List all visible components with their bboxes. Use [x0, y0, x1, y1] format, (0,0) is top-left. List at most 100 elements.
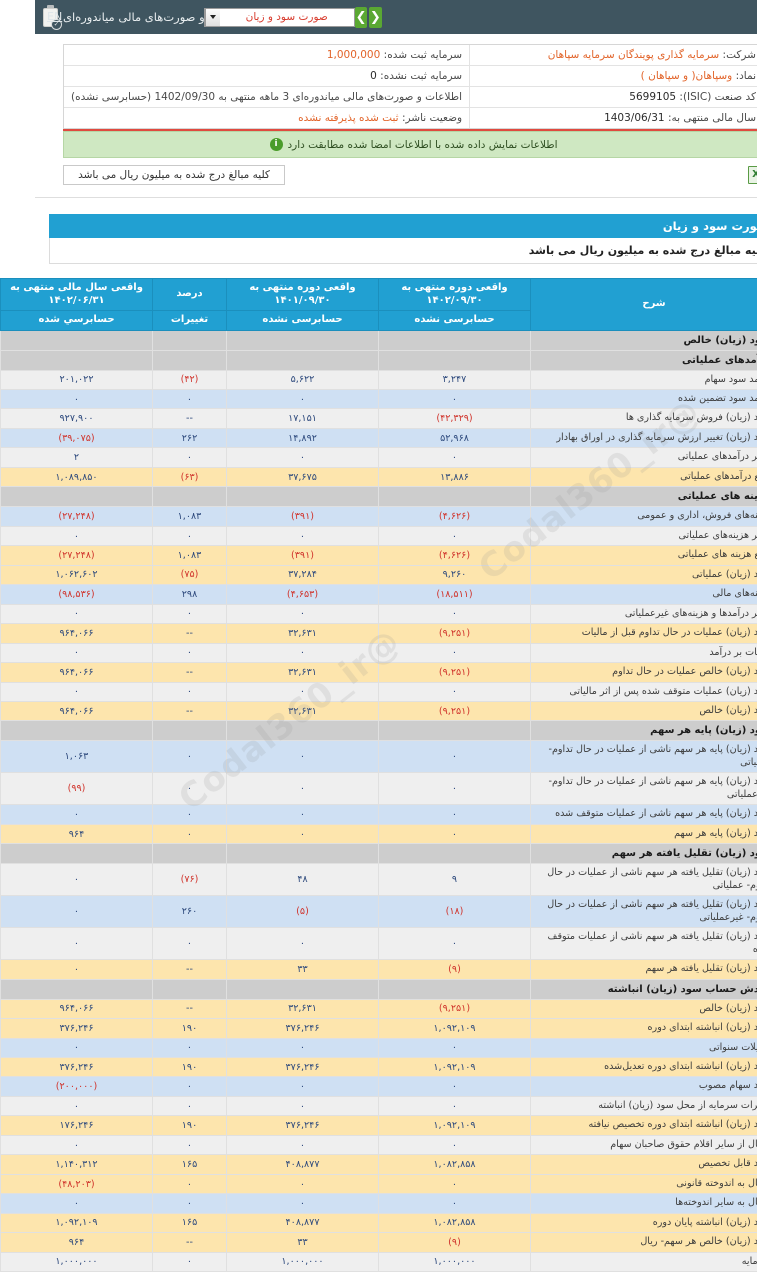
row-value-c: ۰	[118, 1252, 192, 1271]
row-value-b	[192, 721, 344, 741]
row-label: جمع درآمدهای عملیاتی	[496, 467, 743, 486]
row-value-b: ۳۲,۶۳۱	[192, 702, 344, 721]
table-row: سود (زیان) فروش سرمایه گذاری ها (۴۲,۳۲۹) ۱…	[0, 409, 743, 428]
row-value-a: ۰	[344, 773, 496, 805]
row-value-c: ۱۹۰	[118, 1116, 192, 1135]
row-value-c: ۱,۰۸۳	[118, 507, 192, 526]
row-value-b: ۰	[192, 1038, 344, 1057]
row-value-d: ۹۶۴,۰۶۶	[0, 702, 118, 721]
table-row: سود (زیان) تقلیل یافته هر سهم ناشی از عم…	[0, 896, 743, 928]
info-cell-company: شرکت: سرمایه گذاری پویندگان سرمایه سپاها…	[435, 45, 728, 66]
row-value-b: ۰	[192, 1077, 344, 1096]
info-cell-issuer-status: وضعیت ناشر: ثبت شده پذیرفته نشده	[29, 108, 435, 129]
row-value-b: ۰	[192, 604, 344, 623]
row-value-c	[118, 330, 192, 350]
row-value-c: (۷۶)	[118, 864, 192, 896]
row-label: سود (زیان) خالص هر سهم- ریال	[496, 1233, 743, 1252]
row-value-c: --	[118, 960, 192, 979]
row-value-a: ۰	[344, 1194, 496, 1213]
row-value-c: ۲۶۲	[118, 428, 192, 447]
row-label: سود (زیان) تغییر ارزش سرمایه گذاری در او…	[496, 428, 743, 447]
row-value-d: (۲۷,۲۴۸)	[0, 507, 118, 526]
row-value-a: ۰	[344, 741, 496, 773]
row-value-d: ۱,۰۰۰,۰۰۰	[0, 1252, 118, 1271]
row-value-d: (۴۸,۲۰۳)	[0, 1174, 118, 1193]
report-select[interactable]: صورت سود و زیان	[169, 8, 320, 27]
language-toggle[interactable]: EN	[12, 10, 27, 23]
company-info-panel: شرکت: سرمایه گذاری پویندگان سرمایه سپاها…	[28, 44, 729, 129]
info-cell-registered-capital: سرمایه ثبت شده: 1,000,000	[29, 45, 435, 66]
table-section-row: درآمدهای عملیاتی	[0, 350, 743, 370]
row-value-d	[0, 844, 118, 864]
table-section-row: سود (زیان) تقلیل یافته هر سهم	[0, 844, 743, 864]
row-value-a: ۰	[344, 1174, 496, 1193]
row-value-d	[0, 721, 118, 741]
prev-report-button[interactable]: ❮	[334, 7, 346, 28]
row-value-a: (۹,۲۵۱)	[344, 663, 496, 682]
row-value-c: ۰	[118, 1135, 192, 1154]
row-value-d: ۰	[0, 1194, 118, 1213]
row-value-d: ۱,۰۶۲,۶۰۲	[0, 565, 118, 584]
row-value-a: ۰	[344, 682, 496, 701]
table-row: درآمد سود سهام ۳,۲۴۷ ۵,۶۲۲ (۴۲) ۲۰۱,۰۲۲	[0, 370, 743, 389]
row-value-c: (۴۲)	[118, 370, 192, 389]
row-value-d: ۰	[0, 1096, 118, 1115]
table-row: انتقال از سایر اقلام حقوق صاحبان سهام ۰ ۰ ۰…	[0, 1135, 743, 1154]
row-value-d: ۹۶۴	[0, 1233, 118, 1252]
row-value-b: ۳۷۶,۲۴۶	[192, 1019, 344, 1038]
period-label: اطلاعات و صورت‌های مالی میاندوره‌ای 3 ما…	[36, 91, 427, 103]
row-value-d: ۲۰۱,۰۲۲	[0, 370, 118, 389]
row-value-d: ۰	[0, 805, 118, 824]
row-value-c: ۱۶۵	[118, 1213, 192, 1232]
isic-label: کد صنعت (ISIC):	[644, 91, 721, 103]
row-label: جمع هزینه های عملیاتی	[496, 546, 743, 565]
table-row: جمع درآمدهای عملیاتی ۱۳,۸۸۶ ۳۷,۶۷۵ (۶۳) ۱,۰۸…	[0, 467, 743, 486]
row-value-b: ۴۰۸,۸۷۷	[192, 1155, 344, 1174]
row-value-b: ۳۷,۲۸۴	[192, 565, 344, 584]
excel-export-icon[interactable]	[713, 166, 729, 184]
table-row: سود (زیان) تقلیل یافته هر سهم ناشی از عم…	[0, 864, 743, 896]
row-value-d	[0, 330, 118, 350]
row-value-b: ۴۸	[192, 864, 344, 896]
next-report-button[interactable]: ❯	[320, 7, 332, 28]
row-value-a: ۱,۰۹۲,۱۰۹	[344, 1019, 496, 1038]
row-value-a: ۱,۰۰۰,۰۰۰	[344, 1252, 496, 1271]
table-row: سایر هزینه‌های عملیاتی ۰ ۰ ۰ ۰	[0, 526, 743, 545]
table-row: سود (زیان) خالص هر سهم- ریال (۹) ۳۳ -- ۹۶۴	[0, 1233, 743, 1252]
row-value-d: ۰	[0, 389, 118, 408]
row-label: تعدیلات سنواتی	[496, 1038, 743, 1057]
row-label: سایر درآمدهای عملیاتی	[496, 448, 743, 467]
income-statement-table: شرح واقعی دوره منتهی به ۱۴۰۲/۰۹/۳۰ واقعی…	[0, 278, 743, 1272]
row-label: هزینه‌های مالی	[496, 585, 743, 604]
row-value-d: (۹۹)	[0, 773, 118, 805]
info-row: کد صنعت (ISIC): 5699105 اطلاعات و صورت‌ه…	[29, 87, 728, 108]
report-title-bar: صورت سود و زیان	[14, 214, 743, 238]
unregistered-capital-value: 0	[335, 70, 342, 82]
table-row: سرمایه ۱,۰۰۰,۰۰۰ ۱,۰۰۰,۰۰۰ ۰ ۱,۰۰۰,۰۰۰	[0, 1252, 743, 1271]
row-value-d	[0, 350, 118, 370]
row-value-d: ۳۷۶,۲۴۶	[0, 1019, 118, 1038]
row-value-c: ۰	[118, 773, 192, 805]
row-value-d: ۱,۰۹۲,۱۰۹	[0, 1213, 118, 1232]
col-header-b-top: واقعی دوره منتهی به ۱۴۰۱/۰۹/۳۰	[192, 279, 344, 311]
info-row: شرکت: سرمایه گذاری پویندگان سرمایه سپاها…	[29, 45, 728, 66]
col-header-c-sub: تغییرات	[118, 311, 192, 331]
report-selector-group: صورت سود و زیان ❯ ❮	[169, 7, 589, 28]
row-value-d: (۹۸,۵۳۶)	[0, 585, 118, 604]
divider	[0, 197, 757, 198]
row-value-a: (۴۲,۳۲۹)	[344, 409, 496, 428]
row-value-d: ۰	[0, 526, 118, 545]
row-value-d: (۲۰۰,۰۰۰)	[0, 1077, 118, 1096]
row-label: سود قابل تخصیص	[496, 1155, 743, 1174]
table-row: سود (زیان) تقلیل یافته هر سهم ناشی از عم…	[0, 928, 743, 960]
row-value-b: (۴,۶۵۳)	[192, 585, 344, 604]
row-value-b: (۳۹۱)	[192, 546, 344, 565]
row-value-b: ۵,۶۲۲	[192, 370, 344, 389]
chevron-down-icon[interactable]	[170, 9, 185, 26]
fiscal-year-label: سال مالی منتهی به:	[633, 112, 721, 124]
row-label: سود (زیان) انباشته ابتدای دوره	[496, 1019, 743, 1038]
row-value-a: ۹	[344, 864, 496, 896]
row-label: درآمدهای عملیاتی	[496, 350, 743, 370]
row-value-b: ۰	[192, 1096, 344, 1115]
row-label: تغییرات سرمایه از محل سود (زیان) انباشته	[496, 1096, 743, 1115]
